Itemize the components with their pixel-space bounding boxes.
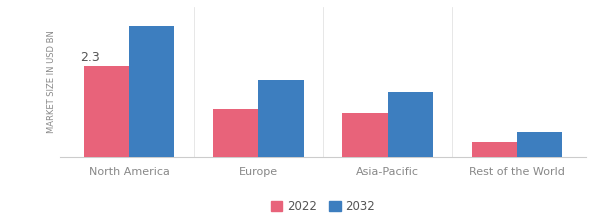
Bar (517, 132, 562, 157)
Bar (84, 66, 129, 157)
Text: 2.3: 2.3 (80, 51, 99, 64)
Bar (342, 113, 388, 157)
Y-axis label: MARKET SIZE IN USD BN: MARKET SIZE IN USD BN (47, 30, 56, 133)
Bar (258, 80, 304, 157)
Legend: 2022, 2032: 2022, 2032 (266, 196, 380, 218)
Bar (129, 26, 174, 157)
Bar (388, 92, 433, 157)
Bar (472, 142, 517, 157)
Bar (213, 109, 258, 157)
